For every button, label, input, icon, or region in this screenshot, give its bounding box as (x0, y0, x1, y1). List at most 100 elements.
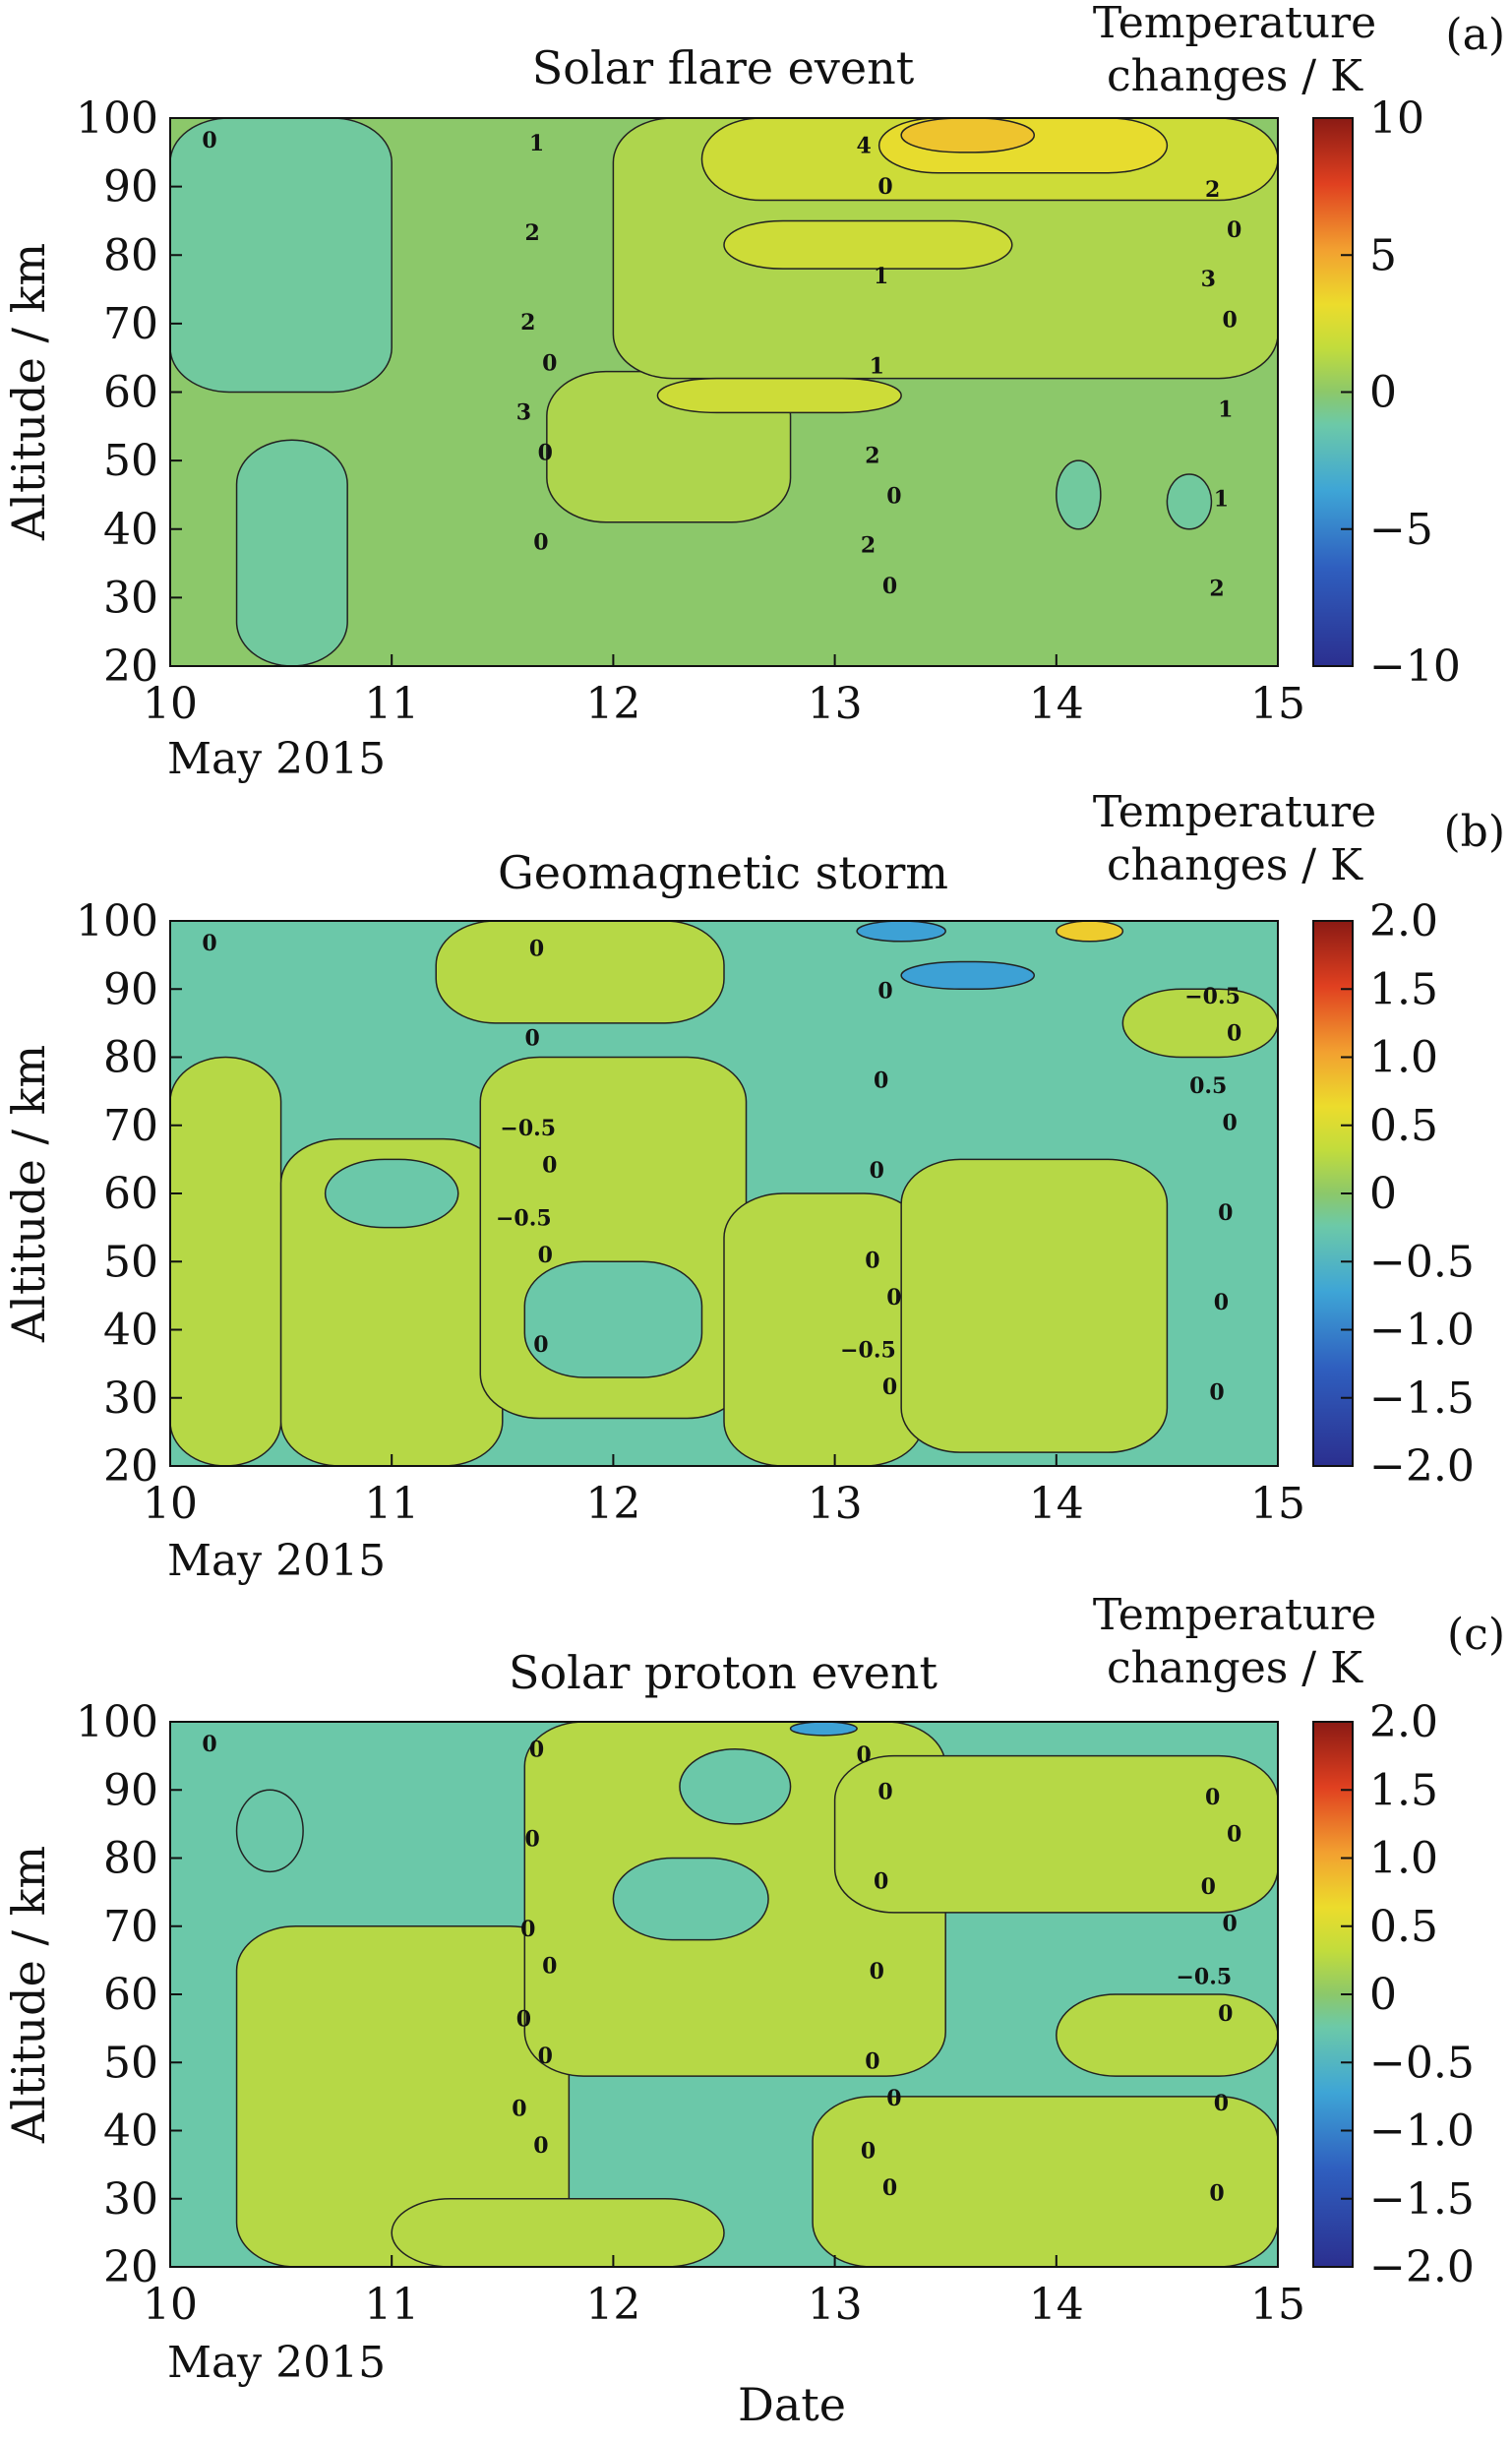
panel-b-colorbar-tick-label: −1.5 (1369, 1374, 1475, 1424)
panel-a-x-axis: 10 11 12 13 14 15 (143, 654, 1305, 729)
panel-b-x-axis: 10 11 12 13 14 15 (143, 1454, 1305, 1529)
panel-b-contour-label: 0 (1227, 1020, 1241, 1046)
panel-c-x-tick-label: 15 (1250, 2280, 1305, 2330)
panel-a-contour-labels: 0 0 0 0 0 0 0 0 0 1 1 1 1 1 2 2 2 2 2 2 3 3 4 (202, 128, 1241, 602)
panel-b-colorbar-ticks: 2.0 1.5 1.0 0.5 0 −0.5 −1.0 −1.5 −2.0 (1341, 896, 1475, 1492)
panel-c-contour-regions (170, 1722, 1278, 2267)
panel-c-y-tick-label: 100 (76, 1697, 158, 1747)
panel-b-colorbar-tick-label: −1.0 (1369, 1306, 1475, 1356)
panel-b-y-axis-label: Altitude / km (2, 1045, 55, 1343)
panel-b-y-tick-label: 30 (103, 1374, 158, 1424)
panel-a-contour-label: 4 (856, 134, 871, 159)
panel-b-contour-region (170, 1056, 282, 1466)
panel-c-contour-label: 0 (1205, 1785, 1220, 1810)
panel-c-contour-region (1056, 1993, 1278, 2077)
panel-a-contour-label: 0 (886, 484, 901, 510)
panel-a-colorbar-ticks: 10 5 0 −5 −10 (1341, 93, 1461, 692)
panel-b-contour-region (324, 1158, 459, 1229)
panel-b-x-tick-label: 15 (1250, 1479, 1305, 1529)
panel-b-contour-region (856, 921, 946, 943)
panel-c-contour-label: 0 (1223, 1912, 1238, 1937)
panel-a: Solar flare event (a) Temperature change… (2, 0, 1505, 784)
panel-c-x-axis: 10 11 12 13 14 15 (143, 2255, 1305, 2330)
panel-c-x-tick-label: 11 (364, 2280, 419, 2330)
panel-a-contour-region (235, 439, 348, 666)
panel-b-contour-regions (170, 921, 1278, 1466)
panel-a-plot-area: 0 0 0 0 0 0 0 0 0 1 1 1 1 1 2 2 2 2 2 2 3 3 4 (169, 117, 1279, 667)
panel-c-contour-label: 0 (1209, 2181, 1224, 2207)
panel-a-colorbar-tick-label: 5 (1369, 230, 1397, 280)
panel-c-colorbar-title-line1: Temperature (1093, 1590, 1376, 1640)
panel-b-y-tick-label: 90 (103, 964, 158, 1014)
panel-a-contour-label: 2 (1205, 177, 1220, 203)
panel-a-y-tick-label: 60 (103, 368, 158, 418)
panel-b-y-tick-label: 100 (76, 896, 158, 946)
panel-b-contour-label: 0 (542, 1153, 557, 1179)
panel-b-colorbar-tick-label: −2.0 (1369, 1441, 1475, 1492)
panel-b-contour-label: 0 (533, 1332, 548, 1358)
panel-b-y-tick-label: 60 (103, 1169, 158, 1219)
panel-b-date-caption: May 2015 (167, 1536, 386, 1586)
panel-b-colorbar: 2.0 1.5 1.0 0.5 0 −0.5 −1.0 −1.5 −2.0 (1312, 896, 1475, 1492)
panel-a-contour-label: 3 (516, 399, 531, 425)
panel-a-y-tick-label: 80 (103, 230, 158, 280)
panel-b-x-tick-label: 13 (808, 1479, 863, 1529)
panel-c-colorbar-tick-label: 1.5 (1369, 1765, 1438, 1815)
panel-c-y-tick-label: 20 (103, 2242, 158, 2292)
panel-b-contour-label: 0 (1223, 1111, 1238, 1136)
panel-b-contour-label: −0.5 (840, 1338, 896, 1364)
panel-c-contour-label: 0 (520, 1917, 535, 1942)
panel-c-contour-label: 0 (516, 2006, 531, 2032)
panel-c-contour-region (391, 2198, 725, 2267)
panel-b-contour-label: 0 (538, 1243, 553, 1268)
panel-a-colorbar-tick-label: 0 (1369, 368, 1397, 418)
panel-b-colorbar-title-line2: changes / K (1107, 840, 1363, 890)
panel-a-y-tick-label: 90 (103, 162, 158, 213)
panel-c-colorbar-tick-label: −1.0 (1369, 2106, 1475, 2157)
panel-c-contour-label: 0 (877, 1779, 892, 1804)
panel-a-x-tick-label: 15 (1250, 679, 1305, 729)
panel-b-contour-region (523, 1260, 703, 1378)
panel-b-y-tick-label: 80 (103, 1033, 158, 1083)
panel-c-contour-label: 0 (538, 2044, 553, 2069)
panel-a-y-tick-label: 70 (103, 299, 158, 349)
panel-c-title: Solar proton event (509, 1646, 938, 1699)
panel-c-colorbar-tick-label: 0.5 (1369, 1902, 1438, 1952)
panel-c-y-tick-label: 50 (103, 2038, 158, 2088)
panel-a-x-tick-label: 14 (1029, 679, 1084, 729)
panel-a-x-tick-label: 10 (143, 679, 198, 729)
panel-b-contour-region (900, 960, 1036, 990)
panel-a-y-axis-label: Altitude / km (2, 243, 55, 541)
panel-c-contour-label: 0 (856, 1742, 871, 1768)
panel-c-colorbar-tick-label: 1.0 (1369, 1834, 1438, 1884)
panel-b-y-tick-label: 40 (103, 1306, 158, 1356)
panel-b-colorbar-tick-label: 0.5 (1369, 1101, 1438, 1151)
panel-a-contour-label: 2 (520, 310, 535, 336)
panel-b-y-tick-label: 50 (103, 1237, 158, 1287)
panel-c-colorbar-tick-label: −0.5 (1369, 2038, 1475, 2088)
panel-b-contour-label: 0 (877, 978, 892, 1004)
panel-a-contour-label: 0 (538, 441, 553, 466)
panel-a-contour-label: 0 (882, 574, 897, 599)
panel-c-colorbar-tick-label: 2.0 (1369, 1697, 1438, 1747)
panel-a-x-tick-label: 11 (364, 679, 419, 729)
panel-a-y-tick-label: 100 (76, 93, 158, 144)
panel-c-contour-label: 0 (202, 1732, 216, 1757)
panel-b-contour-label: 0 (882, 1374, 897, 1400)
panel-c-contour-label: 0 (1214, 2091, 1229, 2116)
panel-a-colorbar: 10 5 0 −5 −10 (1312, 93, 1461, 692)
panel-b-title: Geomagnetic storm (498, 846, 948, 899)
panel-a-contour-label: 3 (1201, 267, 1216, 292)
panel-b-colorbar-tick-label: 1.5 (1369, 964, 1438, 1014)
panel-b-contour-label: 0 (1209, 1380, 1224, 1406)
panel-b-colorbar-tick-label: 2.0 (1369, 896, 1438, 946)
panel-b-contour-label: 0 (886, 1285, 901, 1311)
panel-a-x-tick-label: 12 (585, 679, 640, 729)
panel-a-contour-label: 2 (1209, 577, 1224, 602)
panel-b-contour-region (900, 1158, 1169, 1453)
panel-b-contour-region (1056, 921, 1124, 943)
panel-c-contour-label: 0 (882, 2175, 897, 2201)
